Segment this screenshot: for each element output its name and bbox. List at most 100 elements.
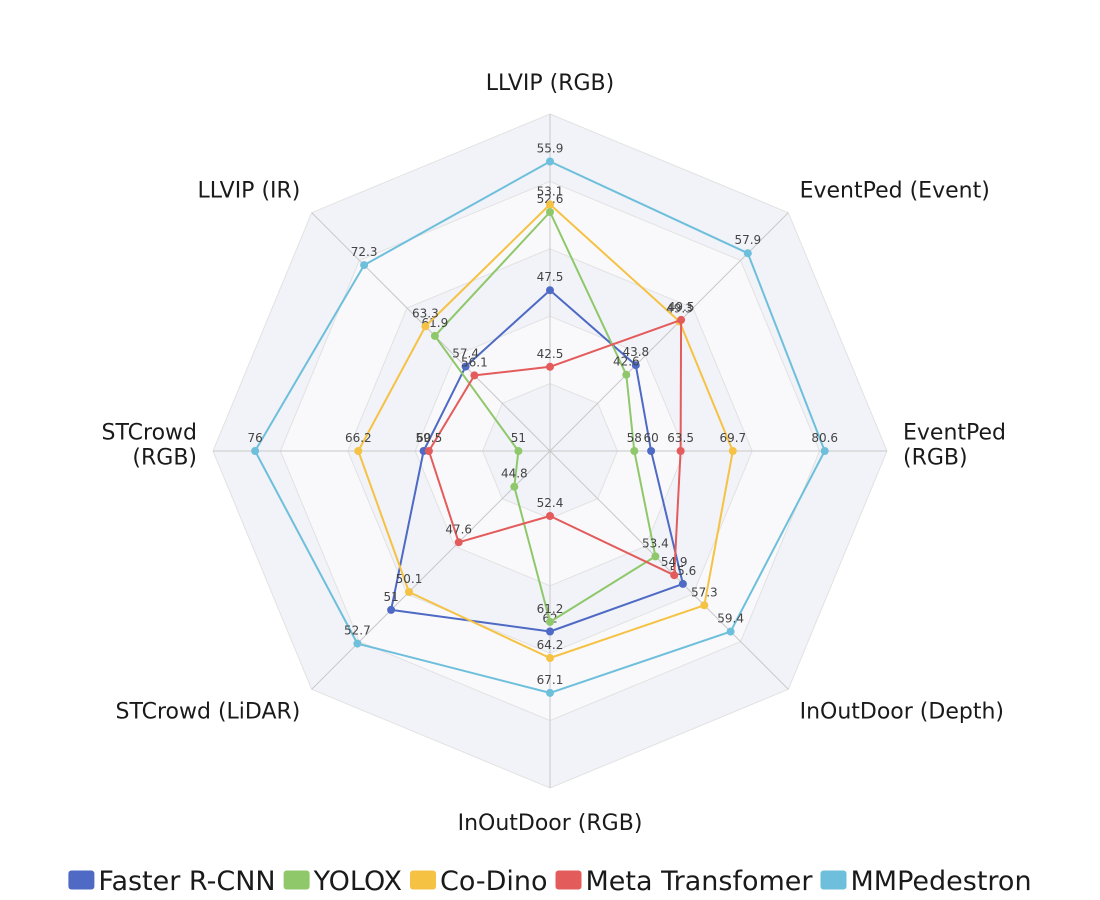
data-point (631, 361, 640, 370)
axis-line (549, 450, 789, 690)
legend-label: Faster R-CNN (98, 866, 275, 897)
data-label: 51 (511, 431, 526, 445)
data-label: 59.5 (416, 431, 443, 445)
axis-label: EventPed (Event) (800, 178, 990, 203)
data-label: 64.2 (537, 638, 564, 652)
data-label: 52.6 (537, 192, 564, 206)
axis-label-line: InOutDoor (Depth) (800, 700, 1004, 725)
data-point (454, 538, 463, 547)
axis-label: LLVIP (RGB) (486, 71, 615, 96)
axis-label: STCrowd (RGB) (102, 421, 197, 471)
data-label: 50.1 (396, 572, 423, 586)
data-point (546, 286, 554, 295)
data-point (678, 579, 687, 588)
data-label: 42.5 (537, 347, 564, 361)
axis-label-line: (RGB) (132, 446, 197, 471)
data-point (430, 331, 439, 340)
axis-label-line: (RGB) (903, 446, 968, 471)
axis-label-line: EventPed (903, 421, 1006, 446)
data-point (546, 208, 554, 216)
data-point (677, 315, 686, 324)
data-point (470, 371, 479, 380)
axis-label: STCrowd (LiDAR) (116, 700, 301, 725)
data-point (251, 447, 260, 455)
data-point (546, 200, 554, 209)
legend-swatch (410, 870, 436, 890)
axis-labels: LLVIP (RGB)EventPed (Event)EventPed (RGB)… (102, 71, 1006, 836)
axis-label: EventPed (RGB) (903, 421, 1006, 471)
data-point (546, 627, 554, 636)
data-point (676, 447, 685, 455)
data-label: 67.1 (537, 673, 564, 687)
data-label: 47.5 (537, 270, 564, 284)
radar-axes (213, 114, 887, 788)
data-label: 57.4 (452, 347, 479, 361)
legend: Faster R-CNN YOLOX Co-Dino Meta Transfomer M… (68, 866, 1032, 897)
legend-swatch (555, 870, 582, 890)
axis-label-line: STCrowd (LiDAR) (116, 700, 301, 725)
data-label: 66.2 (345, 431, 372, 445)
data-label: 52.4 (537, 496, 564, 510)
data-label: 61.2 (537, 602, 564, 616)
data-label: 60 (643, 431, 658, 445)
axis-label: InOutDoor (RGB) (458, 811, 643, 836)
data-point (387, 605, 396, 614)
data-label: 49.3 (666, 302, 693, 316)
data-point (622, 370, 631, 379)
data-label: 53.1 (537, 184, 564, 198)
data-point (728, 447, 737, 455)
legend-label: MMPedestron (851, 866, 1032, 897)
data-point (421, 322, 430, 331)
axis-line (311, 212, 551, 452)
data-label: 60 (416, 431, 431, 445)
data-point (354, 447, 363, 455)
data-point (546, 512, 554, 520)
data-label: 80.6 (811, 431, 838, 445)
data-label: 76 (247, 431, 262, 445)
legend-label: YOLOX (313, 866, 402, 897)
data-point (546, 362, 554, 371)
legend-label: Co-Dino (440, 866, 548, 897)
axis-label-line: LLVIP (IR) (198, 178, 301, 203)
data-label: 49.5 (668, 300, 695, 314)
data-point (514, 447, 523, 455)
data-label: 57.9 (734, 233, 761, 247)
data-label: 44.8 (501, 467, 528, 481)
data-point (743, 249, 752, 258)
data-point (651, 552, 660, 561)
data-label: 54.9 (661, 555, 688, 569)
data-label: 56.1 (461, 355, 488, 369)
data-point (820, 447, 829, 455)
axis-label-line: InOutDoor (RGB) (458, 811, 643, 836)
data-point (360, 261, 369, 270)
axis-label: InOutDoor (Depth) (800, 700, 1004, 725)
data-point (647, 447, 656, 455)
axis-label-line: STCrowd (102, 421, 197, 446)
data-label: 52.7 (344, 624, 371, 638)
data-point (546, 688, 554, 697)
axis-label-line: EventPed (Event) (800, 178, 990, 203)
series-mmpedestron: 55.9 57.9 80.6 59.4 67.1 52.7 76 72.3 (247, 142, 838, 697)
legend-swatch (68, 870, 95, 890)
data-point (405, 588, 413, 596)
axis-label-line: LLVIP (RGB) (486, 71, 615, 96)
axis-line (311, 450, 551, 690)
legend-swatch (820, 870, 847, 890)
data-label: 55.9 (537, 142, 564, 156)
data-label: 43.8 (622, 345, 649, 359)
data-point (510, 482, 519, 491)
series-meta-transfomer: 42.5 49.5 63.5 54.9 52.4 47.6 59.5 56.1 (416, 300, 695, 580)
data-point (630, 447, 639, 455)
data-point (546, 617, 554, 626)
data-label: 69.7 (719, 431, 746, 445)
data-point (726, 627, 735, 636)
series-co-dino: 53.1 49.3 69.7 57.3 64.2 50.1 66.2 63.3 (345, 184, 746, 662)
data-point (670, 571, 679, 580)
data-label: 53.4 (642, 536, 669, 550)
data-label: 72.3 (351, 245, 378, 259)
data-label: 58 (627, 431, 642, 445)
